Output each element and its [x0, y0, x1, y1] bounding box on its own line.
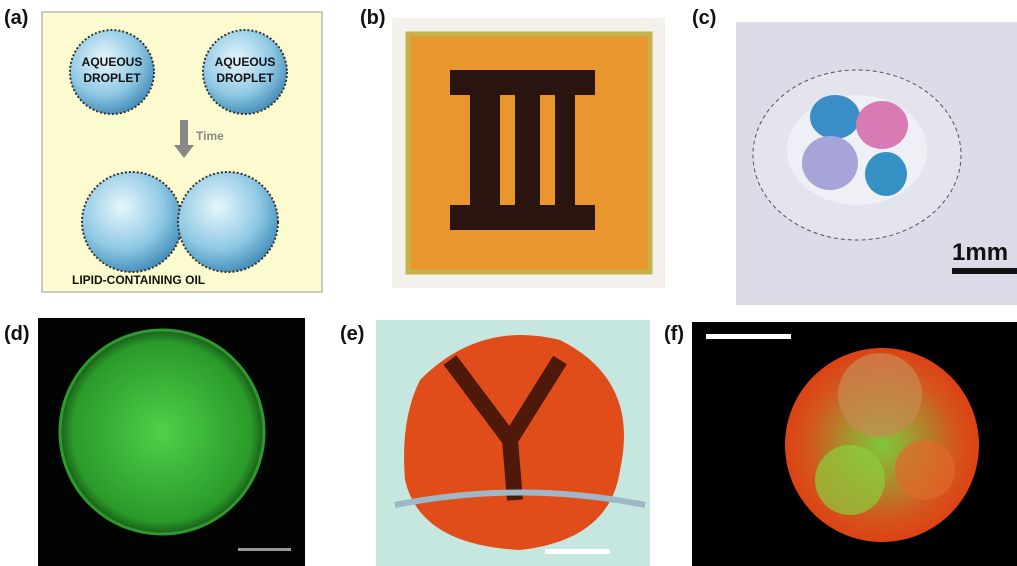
- wire: [394, 489, 646, 508]
- compartment: [815, 445, 885, 515]
- droplet: [177, 171, 279, 273]
- droplet-label: DROPLET: [216, 71, 274, 85]
- scale-bar: [706, 334, 791, 339]
- panel-label: (c): [692, 7, 716, 29]
- droplet: [69, 29, 155, 115]
- arrow: [174, 120, 194, 158]
- panel-label: (a): [4, 7, 28, 29]
- droplet: [81, 171, 183, 273]
- panel-label: (b): [360, 7, 386, 29]
- compartment: [895, 440, 955, 500]
- panel-f: [692, 322, 1017, 566]
- droplet-label: DROPLET: [83, 71, 141, 85]
- panel-label: (f): [664, 323, 684, 345]
- droplet-label: AQUEOUS: [82, 55, 143, 69]
- panel-a: AQUEOUS DROPLET AQUEOUS DROPLET Time LIP…: [41, 11, 323, 293]
- panel-label: (e): [340, 323, 364, 345]
- panel-b: [392, 18, 665, 288]
- panel-e: [376, 320, 650, 566]
- capsule: [58, 328, 266, 536]
- scale-bar: [545, 549, 610, 554]
- compartment: [810, 95, 860, 139]
- compartment: [856, 101, 908, 149]
- arrow-label: Time: [196, 129, 224, 143]
- scale-bar: [238, 548, 291, 551]
- compartment: [802, 136, 858, 190]
- scale-label: 1mm: [952, 239, 1008, 266]
- panel-label: (d): [4, 323, 30, 345]
- compartment: [838, 353, 922, 437]
- droplet: [202, 29, 288, 115]
- scale-bar: [952, 268, 1017, 274]
- compartment: [865, 152, 907, 196]
- pattern: [450, 70, 595, 230]
- panel-c: 1mm: [736, 22, 1017, 305]
- droplet-label: AQUEOUS: [215, 55, 276, 69]
- panel-d: [38, 318, 305, 566]
- medium-label: LIPID-CONTAINING OIL: [72, 273, 205, 287]
